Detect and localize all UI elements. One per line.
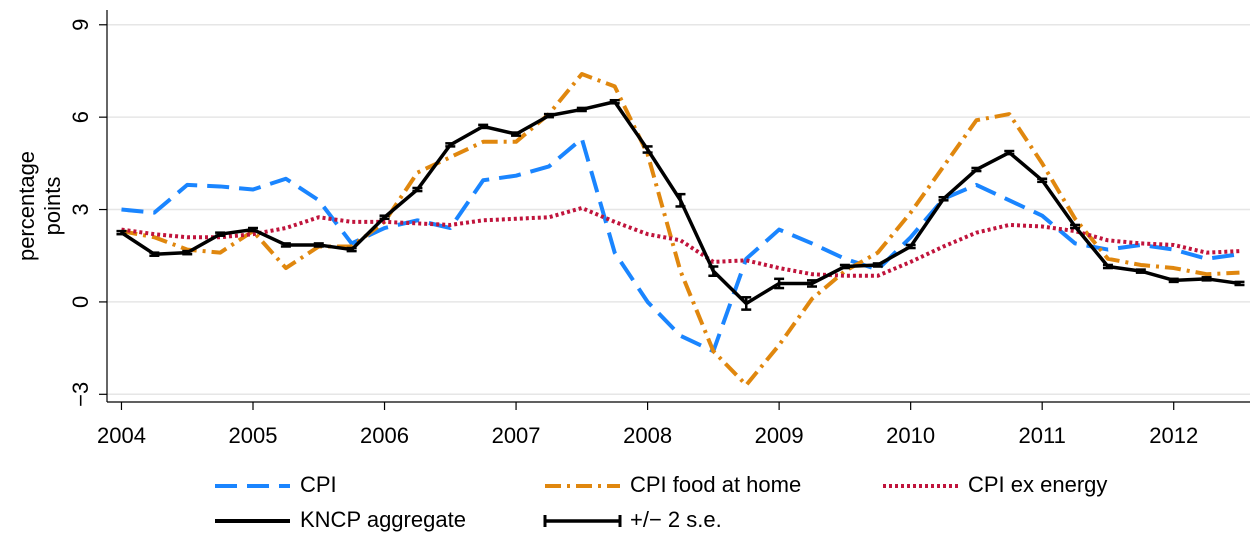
error-bar: [412, 186, 423, 193]
error-bar: [1201, 276, 1212, 282]
y-axis-label: points: [40, 177, 65, 236]
legend-label: CPI ex energy: [968, 472, 1107, 497]
x-tick-label: 2012: [1149, 423, 1198, 448]
x-tick-label: 2009: [755, 423, 804, 448]
error-bar: [445, 142, 456, 148]
y-tick-label: 0: [68, 296, 93, 308]
error-bar: [839, 263, 850, 270]
y-axis-label: percentage: [14, 151, 39, 261]
error-bar: [511, 131, 522, 137]
error-bar: [708, 265, 719, 277]
error-bar: [1102, 263, 1113, 270]
y-tick-label: 3: [68, 203, 93, 215]
x-tick-label: 2004: [97, 423, 146, 448]
error-bar: [971, 166, 982, 173]
error-bar: [807, 279, 818, 288]
x-tick-label: 2011: [1019, 423, 1066, 448]
error-bar: [905, 243, 916, 250]
error-bar: [938, 195, 949, 202]
error-bar: [1168, 277, 1179, 284]
error-bar: [215, 231, 226, 237]
x-tick-label: 2006: [360, 423, 409, 448]
error-bar: [675, 192, 686, 208]
legend-label: CPI food at home: [630, 472, 801, 497]
legend-label: KNCP aggregate: [300, 507, 466, 532]
error-bar: [774, 277, 785, 290]
x-tick-label: 2010: [886, 423, 935, 448]
error-bar: [116, 229, 127, 236]
error-bar: [741, 296, 752, 311]
series-line: [121, 206, 1240, 278]
error-bar: [642, 145, 653, 154]
series-line: [121, 136, 1240, 354]
error-bar: [1037, 177, 1048, 184]
y-tick-label: 9: [68, 19, 93, 31]
error-bar: [478, 123, 489, 130]
x-tick-label: 2007: [492, 423, 541, 448]
error-bar: [379, 214, 390, 221]
error-bar: [543, 112, 554, 119]
series-line: [121, 72, 1240, 388]
legend-label: CPI: [300, 472, 337, 497]
error-bar: [1070, 223, 1081, 230]
error-bar: [1004, 149, 1015, 156]
error-bar: [1234, 280, 1245, 287]
error-bar: [872, 262, 883, 268]
error-bar: [182, 249, 193, 256]
error-bar: [280, 242, 291, 248]
x-tick-label: 2005: [229, 423, 278, 448]
error-bar: [1135, 268, 1146, 274]
error-bar: [576, 106, 587, 113]
y-tick-label: 6: [68, 111, 93, 123]
y-tick-label: −3: [68, 382, 93, 407]
error-bar: [149, 251, 160, 257]
error-bar: [346, 246, 357, 253]
error-bar: [247, 226, 258, 233]
legend-label: +/− 2 s.e.: [630, 507, 722, 532]
x-tick-label: 2008: [623, 423, 672, 448]
error-bar: [313, 242, 324, 248]
error-bar: [609, 98, 620, 105]
